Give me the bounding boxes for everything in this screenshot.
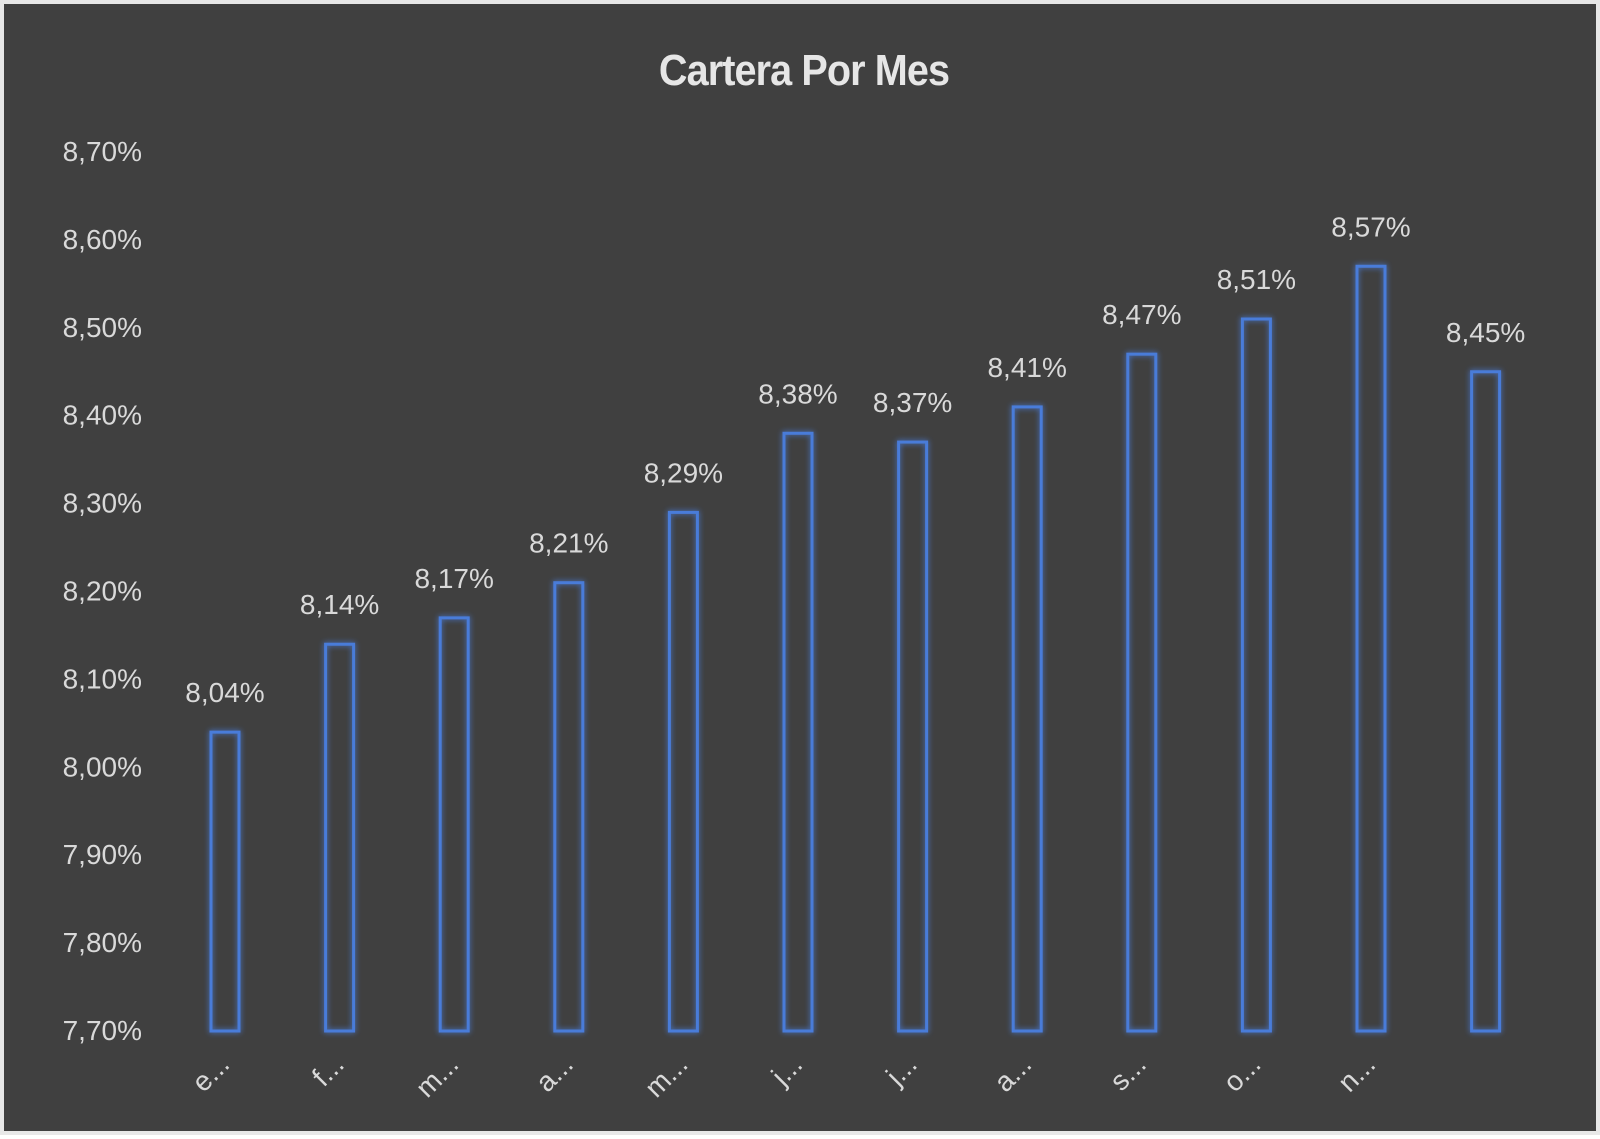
y-tick-label: 8,40% — [63, 400, 142, 431]
y-tick-label: 8,70% — [63, 136, 142, 167]
y-tick-label: 7,90% — [63, 839, 142, 870]
y-axis: 7,70% 7,80% 7,90% 8,00% 8,10% 8,20% 8,30% 8,40%… — [63, 136, 142, 1046]
bar — [897, 440, 929, 1033]
x-axis: e... f... m... a... m... j... j... a... s... o...… — [186, 1048, 1381, 1103]
bar — [553, 581, 585, 1033]
x-tick-label: e... — [186, 1048, 235, 1097]
y-tick-label: 8,60% — [63, 224, 142, 255]
data-label: 8,37% — [873, 387, 952, 418]
bar — [1240, 317, 1272, 1033]
bar — [667, 510, 699, 1033]
x-tick-label: s... — [1104, 1048, 1152, 1096]
y-tick-label: 8,00% — [63, 751, 142, 782]
data-label: 8,29% — [644, 457, 723, 488]
data-label: 8,51% — [1217, 264, 1296, 295]
x-tick-label: m... — [410, 1048, 465, 1103]
x-tick-label: a... — [988, 1048, 1037, 1097]
chart-title: Cartera Por Mes — [658, 46, 950, 95]
y-tick-label: 8,20% — [63, 576, 142, 607]
x-tick-label: j... — [879, 1048, 923, 1092]
x-tick-label: j... — [765, 1048, 809, 1092]
x-tick-label: n... — [1332, 1048, 1381, 1097]
data-label: 8,57% — [1331, 211, 1410, 242]
bar — [1011, 405, 1043, 1033]
bar — [1470, 370, 1502, 1033]
y-tick-label: 8,50% — [63, 312, 142, 343]
bar — [1126, 352, 1158, 1033]
y-tick-label: 7,70% — [63, 1015, 142, 1046]
data-label: 8,41% — [987, 352, 1066, 383]
bar — [209, 730, 241, 1033]
data-label: 8,21% — [529, 528, 608, 559]
bar — [438, 616, 470, 1033]
y-tick-label: 7,80% — [63, 927, 142, 958]
data-labels: 8,04% 8,14% 8,17% 8,21% 8,29% 8,38% 8,37% 8,41%… — [185, 211, 1525, 708]
y-tick-label: 8,10% — [63, 663, 142, 694]
bar — [324, 642, 356, 1033]
data-label: 8,45% — [1446, 317, 1525, 348]
bar — [782, 431, 814, 1033]
data-label: 8,47% — [1102, 299, 1181, 330]
data-label: 8,04% — [185, 677, 264, 708]
y-tick-label: 8,30% — [63, 488, 142, 519]
x-tick-label: o... — [1217, 1048, 1266, 1097]
x-tick-label: a... — [530, 1048, 579, 1097]
data-label: 8,14% — [300, 589, 379, 620]
bar — [1355, 264, 1387, 1033]
data-label: 8,17% — [414, 563, 493, 594]
data-label: 8,38% — [758, 378, 837, 409]
x-tick-label: f... — [306, 1048, 350, 1092]
x-tick-label: m... — [639, 1048, 694, 1103]
bar-series — [209, 264, 1502, 1033]
plot-area: 7,70% 7,80% 7,90% 8,00% 8,10% 8,20% 8,30% 8,40%… — [63, 136, 1526, 1103]
